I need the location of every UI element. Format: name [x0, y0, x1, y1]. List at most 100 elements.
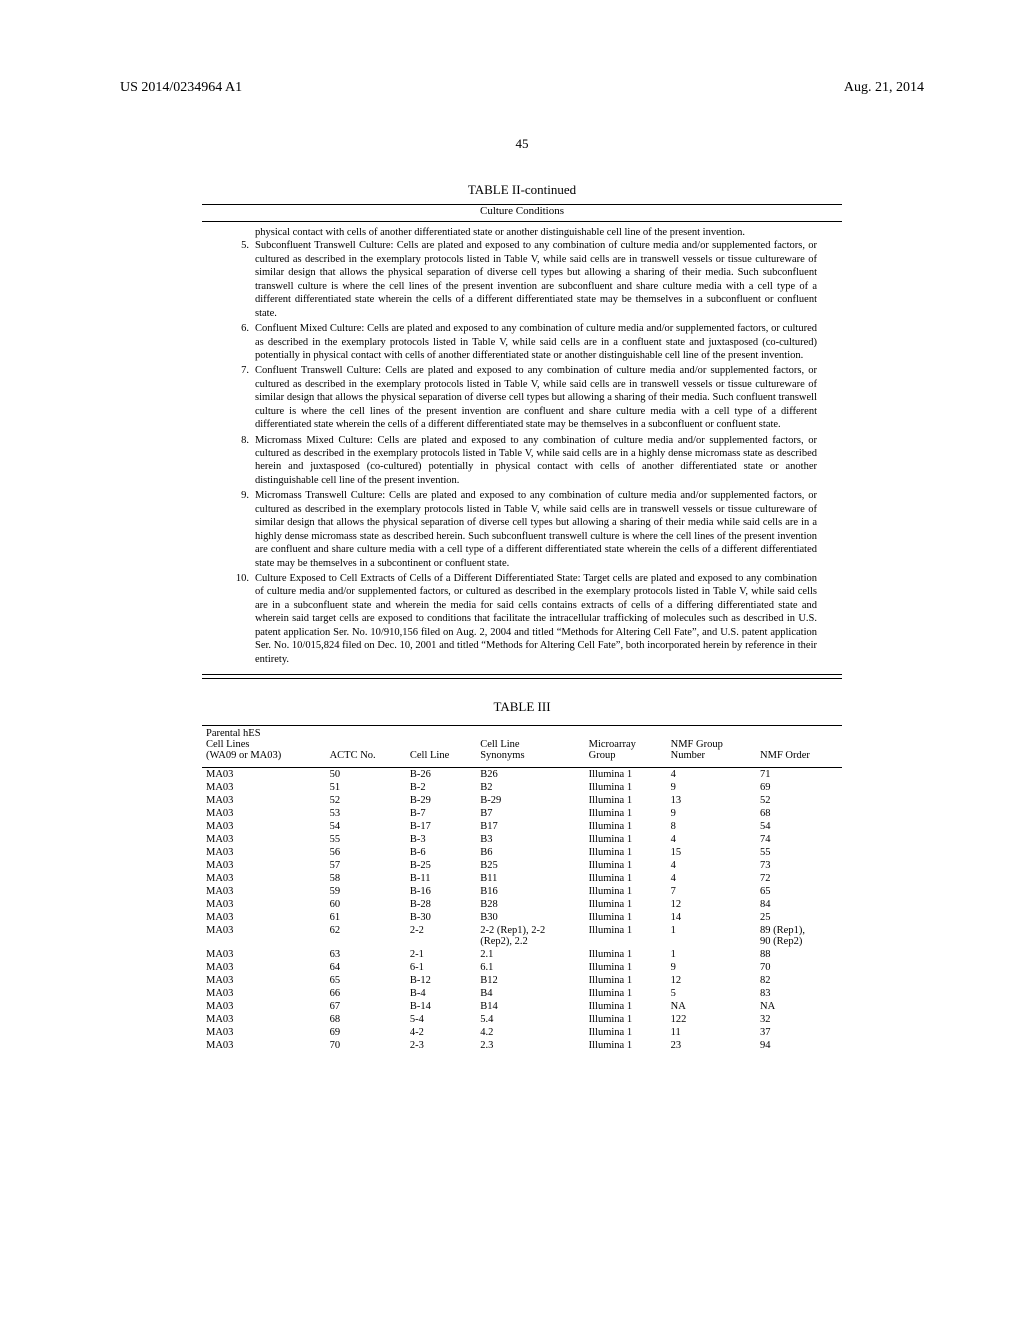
table-cell: 62	[326, 924, 406, 948]
condition-text: Culture Exposed to Cell Extracts of Cell…	[255, 572, 817, 666]
table-row: MA03646-16.1Illumina 1970	[202, 961, 842, 974]
table-cell: Illumina 1	[585, 911, 667, 924]
table-cell: Illumina 1	[585, 794, 667, 807]
table-cell: 57	[326, 859, 406, 872]
table-cell: 4.2	[476, 1026, 584, 1039]
table-cell: 88	[756, 948, 842, 961]
table-cell: B4	[476, 987, 584, 1000]
table-row: MA0359B-16B16Illumina 1765	[202, 885, 842, 898]
table-cell: 70	[756, 961, 842, 974]
table-cell: B-6	[406, 846, 476, 859]
table-cell: 60	[326, 898, 406, 911]
table-cell: 9	[667, 807, 756, 820]
table-cell: B14	[476, 1000, 584, 1013]
table-cell: 59	[326, 885, 406, 898]
table-cell: MA03	[202, 885, 326, 898]
condition-number: 6.	[227, 322, 255, 362]
table-cell: B-2	[406, 781, 476, 794]
table-row: MA0356B-6B6Illumina 11555	[202, 846, 842, 859]
table-cell: MA03	[202, 859, 326, 872]
condition-text: Subconfluent Transwell Culture: Cells ar…	[255, 239, 817, 320]
table-cell: 122	[667, 1013, 756, 1026]
table-cell: 8	[667, 820, 756, 833]
table-cell: 4	[667, 833, 756, 846]
page: US 2014/0234964 A1 Aug. 21, 2014 45 TABL…	[0, 0, 1024, 1320]
table-cell: 55	[756, 846, 842, 859]
table-cell: Illumina 1	[585, 781, 667, 794]
table-cell: 89 (Rep1), 90 (Rep2)	[756, 924, 842, 948]
table-cell: B3	[476, 833, 584, 846]
table-row: MA0352B-29B-29Illumina 11352	[202, 794, 842, 807]
table-cell: 2.1	[476, 948, 584, 961]
table-row: MA0358B-11B11Illumina 1472	[202, 872, 842, 885]
doc-date: Aug. 21, 2014	[844, 80, 924, 96]
table-cell: 50	[326, 768, 406, 781]
table-cell: 1	[667, 924, 756, 948]
table-cell: 2-2	[406, 924, 476, 948]
table-cell: B12	[476, 974, 584, 987]
table-cell: 6-1	[406, 961, 476, 974]
condition-item: 7.Confluent Transwell Culture: Cells are…	[227, 364, 817, 431]
table-cell: 4-2	[406, 1026, 476, 1039]
condition-text: Micromass Transwell Culture: Cells are p…	[255, 489, 817, 570]
table-cell: 1	[667, 948, 756, 961]
table-cell: MA03	[202, 781, 326, 794]
table-cell: 5.4	[476, 1013, 584, 1026]
table-cell: MA03	[202, 948, 326, 961]
condition-item: 5.Subconfluent Transwell Culture: Cells …	[227, 239, 817, 320]
condition-number: 10.	[227, 572, 255, 666]
table-cell: B-26	[406, 768, 476, 781]
condition-item: 9.Micromass Transwell Culture: Cells are…	[227, 489, 817, 570]
table-cell: MA03	[202, 768, 326, 781]
conditions-list: physical contact with cells of another d…	[227, 226, 817, 666]
table-cell: 2.3	[476, 1039, 584, 1052]
table-cell: Illumina 1	[585, 846, 667, 859]
table-cell: B-28	[406, 898, 476, 911]
table-cell: MA03	[202, 924, 326, 948]
table-cell: Illumina 1	[585, 872, 667, 885]
table-cell: B-14	[406, 1000, 476, 1013]
table-cell: MA03	[202, 987, 326, 1000]
table-cell: 82	[756, 974, 842, 987]
table-iii: TABLE III Parental hES Cell Lines (WA09 …	[202, 699, 842, 1052]
table-cell: B-12	[406, 974, 476, 987]
table-cell: 4	[667, 859, 756, 872]
table3-col-header: Cell Line Synonyms	[476, 726, 584, 767]
table-cell: B11	[476, 872, 584, 885]
condition-item: 8.Micromass Mixed Culture: Cells are pla…	[227, 434, 817, 488]
table-cell: 11	[667, 1026, 756, 1039]
table-cell: 53	[326, 807, 406, 820]
table-cell: Illumina 1	[585, 974, 667, 987]
table-cell: 12	[667, 974, 756, 987]
table-cell: MA03	[202, 794, 326, 807]
condition-text: Confluent Transwell Culture: Cells are p…	[255, 364, 817, 431]
table-cell: B7	[476, 807, 584, 820]
table-cell: Illumina 1	[585, 898, 667, 911]
table-row: MA0361B-30B30Illumina 11425	[202, 911, 842, 924]
table3-title: TABLE III	[202, 699, 842, 715]
table-cell: B6	[476, 846, 584, 859]
table-row: MA03632-12.1Illumina 1188	[202, 948, 842, 961]
table-cell: MA03	[202, 898, 326, 911]
table-cell: B-3	[406, 833, 476, 846]
condition-item: 6.Confluent Mixed Culture: Cells are pla…	[227, 322, 817, 362]
table-cell: 71	[756, 768, 842, 781]
table-cell: 61	[326, 911, 406, 924]
table-cell: Illumina 1	[585, 820, 667, 833]
table-cell: 51	[326, 781, 406, 794]
table-cell: B26	[476, 768, 584, 781]
table-cell: 2-1	[406, 948, 476, 961]
table-cell: 64	[326, 961, 406, 974]
condition-number: 8.	[227, 434, 255, 488]
table-cell: MA03	[202, 1039, 326, 1052]
table-cell: B-29	[406, 794, 476, 807]
table-row: MA0351B-2B2Illumina 1969	[202, 781, 842, 794]
table-row: MA0357B-25B25Illumina 1473	[202, 859, 842, 872]
table-cell: 83	[756, 987, 842, 1000]
table-cell: B-7	[406, 807, 476, 820]
table-cell: 65	[756, 885, 842, 898]
header: US 2014/0234964 A1 Aug. 21, 2014	[120, 80, 924, 96]
table-row: MA0353B-7B7Illumina 1968	[202, 807, 842, 820]
table-cell: 68	[756, 807, 842, 820]
table-cell: MA03	[202, 872, 326, 885]
